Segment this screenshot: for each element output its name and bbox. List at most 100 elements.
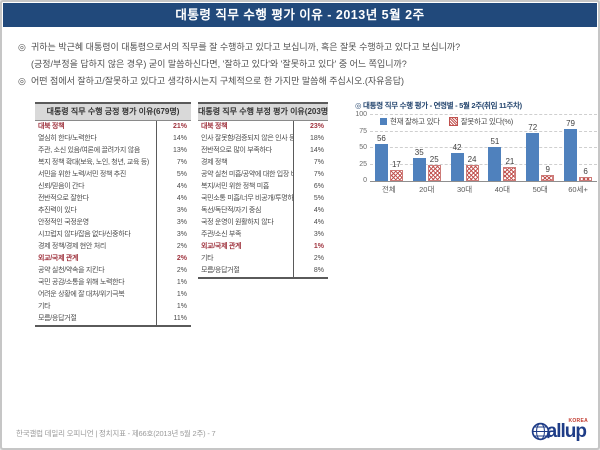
- table-row: 경제 정책 7%: [198, 157, 328, 169]
- x-axis-label: 50대: [532, 185, 548, 194]
- row-label: 대북 정책: [201, 123, 228, 130]
- bar-group: 42 24: [446, 115, 484, 181]
- question-line: ◎ 어떤 점에서 잘하고/잘못하고 있다고 생각하시는지 구체적으로 한 가지만…: [18, 73, 590, 90]
- question-text: 귀하는 박근혜 대통령이 대통령으로서의 직무를 잘 수행하고 있다고 보십니까…: [31, 42, 461, 52]
- row-value: 7%: [156, 157, 191, 169]
- bar-negative: 25: [427, 154, 441, 181]
- table-row: 공약 실천 미흡/공약에 대한 입장 바뀜 7%: [198, 169, 328, 181]
- row-label: 독선/독단적/자기 중심: [201, 207, 262, 214]
- chart-legend: 현재 잘하고 있다 잘못하고 있다(%): [380, 116, 513, 127]
- legend-item-negative: 잘못하고 있다(%): [448, 116, 513, 127]
- gallup-logo: allup KOREA: [531, 418, 588, 441]
- row-label: 경제 정책/경제 현안 처리: [38, 243, 106, 250]
- bar: [488, 147, 502, 181]
- bar-group: 79 6: [559, 115, 597, 181]
- bar-value-label: 25: [429, 154, 439, 164]
- bar-value-label: 56: [376, 134, 386, 144]
- row-value: 3%: [293, 229, 328, 241]
- positive-reasons-table: 대통령 직무 수행 긍정 평가 이유(679명) 대북 정책 21% 열심히 한다/…: [35, 102, 191, 327]
- bar-positive: 56: [374, 134, 388, 181]
- bullet-icon: ◎: [18, 42, 26, 52]
- page-title: 대통령 직무 수행 평가 이유 - 2013년 5월 2주: [3, 3, 597, 27]
- globe-icon: [531, 422, 550, 441]
- row-label: 시끄럽지 않다/잡음 없다/신중하다: [38, 231, 131, 238]
- table-row: 독선/독단적/자기 중심 4%: [198, 205, 328, 217]
- bar: [389, 169, 403, 181]
- row-value: 3%: [156, 205, 191, 217]
- table-row: 주관/소신 부족 3%: [198, 229, 328, 241]
- bar-negative: 6: [579, 167, 593, 181]
- bar-value-label: 35: [414, 147, 424, 157]
- row-label: 외교/국제 관계: [38, 255, 79, 262]
- table-row: 외교/국제 관계 1%: [198, 241, 328, 253]
- row-label: 모름/응답거절: [201, 267, 240, 274]
- table-row: 모름/응답거절 8%: [198, 265, 328, 277]
- source-text: 한국갤럽 데일리 오피니언 | 정치지표 - 제66호(2013년 5월 2주)…: [16, 429, 216, 438]
- table-row: 국민소통 미흡/너무 비공개/투명하지 않다5%: [198, 193, 328, 205]
- row-value: 18%: [293, 133, 328, 145]
- bar: [412, 157, 426, 181]
- bar-group: 35 25: [408, 115, 446, 181]
- bar-value-label: 17: [391, 159, 401, 169]
- row-value: 1%: [156, 289, 191, 301]
- table-row: 모름/응답거절 11%: [35, 313, 191, 325]
- row-value: 7%: [293, 157, 328, 169]
- bar-value-label: 51: [490, 137, 500, 147]
- bar-positive: 51: [488, 137, 502, 181]
- row-value: 5%: [293, 193, 328, 205]
- bar: [526, 133, 540, 181]
- chart-title: ◎ 대통령 직무 수행 평가 - 연령별 - 5월 2주(취임 11주차): [355, 100, 597, 111]
- table-row: 대북 정책 21%: [35, 121, 191, 133]
- legend-label: 현재 잘하고 있다: [390, 117, 440, 126]
- row-label: 인사 잘못함/검증되지 않은 인사 등용: [201, 135, 293, 142]
- row-label: 주관/소신 부족: [201, 231, 242, 238]
- table-row: 기타 2%: [198, 253, 328, 265]
- y-axis-label: 25: [359, 160, 367, 168]
- row-label: 기타: [38, 303, 51, 310]
- row-value: 1%: [156, 277, 191, 289]
- question-block: ◎ 귀하는 박근혜 대통령이 대통령으로서의 직무를 잘 수행하고 있다고 보십…: [18, 39, 590, 90]
- row-value: 8%: [293, 265, 328, 277]
- bar-groups: 56 17 35 25 42 24 51 21 72 9 79 6: [370, 115, 597, 181]
- logo-wrap: allup KOREA: [531, 418, 588, 441]
- bar-negative: 9: [541, 165, 555, 181]
- bar-group: 72 9: [521, 115, 559, 181]
- row-label: 외교/국제 관계: [201, 243, 242, 250]
- bar-value-label: 9: [545, 165, 550, 175]
- bar-negative: 17: [389, 159, 403, 181]
- bar-positive: 79: [564, 119, 578, 181]
- table-row: 안정적인 국정운영 3%: [35, 217, 191, 229]
- table-header: 대통령 직무 수행 부정 평가 이유(203명): [198, 104, 328, 121]
- row-label: 모름/응답거절: [38, 315, 77, 322]
- row-label: 국정 운영이 원활하지 않다: [201, 219, 274, 226]
- chart-body: 0 25 50 75 100 현재 잘하고 있다 잘못하고 있다(%) 56 17 35 25…: [355, 111, 597, 184]
- bar-value-label: 6: [583, 167, 588, 177]
- row-label: 국민소통 미흡/너무 비공개/투명하지 않다: [201, 195, 293, 202]
- row-label: 복지 정책 확대(보육, 노인, 청년, 교육 등): [38, 159, 149, 166]
- negative-reasons-table: 대통령 직무 수행 부정 평가 이유(203명) 대북 정책 23% 인사 잘못함/…: [198, 102, 328, 279]
- row-value: 3%: [156, 217, 191, 229]
- table-row: 신뢰/믿음이 간다 4%: [35, 181, 191, 193]
- row-value: 2%: [156, 253, 191, 265]
- row-value: 2%: [156, 265, 191, 277]
- table-row: 시끄럽지 않다/잡음 없다/신중하다 3%: [35, 229, 191, 241]
- table-rows: 대북 정책 23% 인사 잘못함/검증되지 않은 인사 등용 18% 전반적으로 많이 …: [198, 121, 328, 277]
- logo-korea-label: KOREA: [568, 418, 588, 424]
- table-row: 국민 공감/소통을 위해 노력한다 1%: [35, 277, 191, 289]
- bar-value-label: 24: [467, 155, 477, 165]
- table-row: 외교/국제 관계 2%: [35, 253, 191, 265]
- bar-group: 51 21: [483, 115, 521, 181]
- table-row: 복지/서민 위한 정책 미흡 6%: [198, 181, 328, 193]
- row-label: 기타: [201, 255, 214, 262]
- legend-label: 잘못하고 있다(%): [460, 117, 513, 126]
- y-axis-label: 0: [363, 177, 367, 184]
- row-label: 복지/서민 위한 정책 미흡: [201, 183, 269, 190]
- row-value: 11%: [156, 313, 191, 325]
- chart-title-text: 대통령 직무 수행 평가 - 연령별 - 5월 2주(취임 11주차): [363, 101, 522, 110]
- row-label: 공약 실천/약속을 지킨다: [38, 267, 105, 274]
- row-label: 전반적으로 많이 부족하다: [201, 147, 272, 154]
- bullet-icon: ◎: [355, 101, 362, 110]
- bar-positive: 72: [526, 123, 540, 181]
- bar: [427, 164, 441, 181]
